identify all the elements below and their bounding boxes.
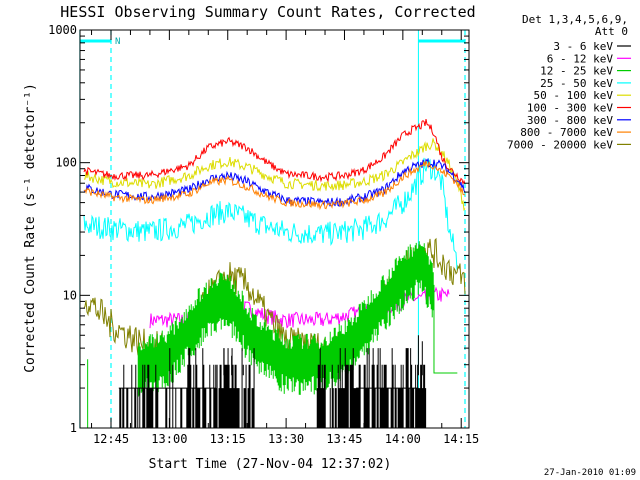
legend-label: 25 - 50 keV (540, 77, 613, 90)
chart-title: HESSI Observing Summary Count Rates, Cor… (60, 3, 475, 21)
series-7 (83, 160, 466, 211)
x-tick-label: 13:00 (151, 432, 187, 446)
x-tick-label: 13:15 (210, 432, 246, 446)
legend-label: 100 - 300 keV (527, 102, 613, 115)
y-tick-label: 1000 (48, 23, 77, 37)
legend-label: 12 - 25 keV (540, 65, 613, 78)
y-axis-label: Corrected Count Rate (s⁻¹ detector⁻¹) (23, 83, 38, 373)
legend-label: 3 - 6 keV (553, 40, 613, 53)
y-tick-label: 100 (55, 156, 77, 170)
plot-frame (79, 29, 470, 429)
series-2 (87, 241, 458, 428)
series-4 (84, 138, 466, 212)
legend-label: 7000 - 20000 keV (507, 138, 613, 151)
x-tick-label: 13:30 (268, 432, 304, 446)
y-tick-label: 1 (70, 421, 77, 435)
footer-date: 27-Jan-2010 01:09 (544, 468, 636, 478)
x-tick-label: 13:45 (326, 432, 362, 446)
legend-label: 50 - 100 keV (534, 89, 614, 102)
legend-header: Det 1,3,4,5,6,9, (522, 13, 628, 26)
series-3 (83, 157, 458, 270)
series-0 (118, 335, 427, 428)
x-tick-label: 14:15 (443, 432, 479, 446)
x-tick-label: 14:00 (385, 432, 421, 446)
legend-label: 6 - 12 keV (547, 52, 614, 65)
saa-label: N (115, 37, 120, 47)
x-axis-label: Start Time (27-Nov-04 12:37:02) (149, 457, 392, 472)
legend-header: Att 0 (595, 25, 628, 38)
y-tick-label: 10 (63, 288, 77, 302)
series-5 (83, 119, 466, 186)
x-tick-label: 12:45 (93, 432, 129, 446)
legend-label: 800 - 7000 keV (520, 126, 613, 139)
legend-label: 300 - 800 keV (527, 114, 613, 127)
